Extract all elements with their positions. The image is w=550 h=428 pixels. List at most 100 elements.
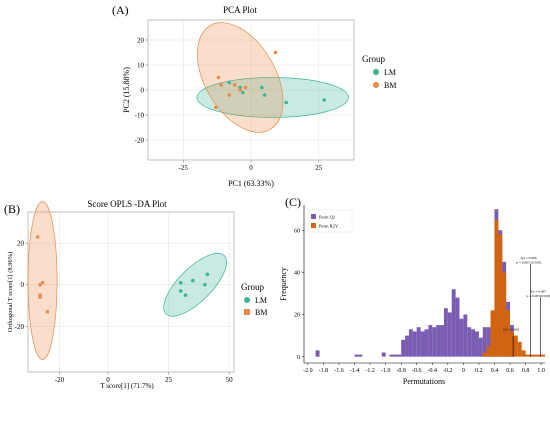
- opls-ellipses: [27, 201, 227, 360]
- perm-bar-perm-r2y: [521, 350, 526, 357]
- perm-bar-perm-q2: [389, 354, 394, 357]
- b-y-tick-label: 20: [17, 240, 25, 248]
- perm-bar-perm-q2: [478, 337, 483, 357]
- perm-y-tick-label: 60: [294, 228, 300, 234]
- perm-x-tick-label: 0.6: [506, 368, 514, 374]
- a-point-lm: [241, 90, 245, 95]
- opls-legend-bm-label: BM: [255, 308, 267, 317]
- perm-bar-perm-q2: [459, 318, 464, 357]
- b-point-lm: [178, 289, 183, 293]
- perm-x-tick-label: -1.0: [381, 368, 391, 374]
- a-x-tick-label: 0: [249, 164, 253, 172]
- perm-x-tick-label: 0.8: [522, 368, 530, 374]
- permutation-y-axis-label: Frequency: [279, 267, 288, 301]
- perm-x-tick-label: -0.4: [428, 368, 438, 374]
- perm-bar-perm-r2y: [525, 354, 530, 357]
- perm-bar-perm-q2: [436, 325, 441, 357]
- perm-bar-perm-q2: [420, 331, 425, 357]
- perm-bar-perm-q2: [451, 289, 456, 357]
- opls-y-ticks: -20 0 20: [15, 240, 28, 331]
- b-x-tick-label: 25: [165, 376, 173, 384]
- a-point-bm: [213, 105, 218, 110]
- opls-legend-lm-marker: [244, 297, 250, 303]
- panel-label-a: (A): [112, 3, 129, 17]
- perm-bar-perm-q2: [463, 314, 468, 357]
- perm-y-tick-label: 20: [294, 313, 300, 319]
- perm-annotation-text: Q2 = 0.908: [521, 256, 537, 260]
- a-y-tick-label: 0: [141, 87, 145, 95]
- b-x-tick-label: 50: [226, 376, 234, 384]
- a-x-tick-label: -25: [179, 164, 189, 172]
- a-y-tick-label: -10: [135, 112, 145, 120]
- a-point-lm: [260, 85, 264, 90]
- pca-y-axis-label: PC2 (15.88%): [122, 67, 131, 113]
- perm-bar-perm-q2: [482, 327, 487, 357]
- perm-x-tick-label: 0: [462, 368, 465, 374]
- opls-title: Score OPLS -DA Plot: [87, 199, 167, 209]
- a-y-tick-label: 20: [137, 37, 145, 45]
- perm-bar-perm-r2y: [498, 234, 503, 357]
- perm-bar-perm-r2y: [533, 354, 538, 357]
- permutation-x-ticks: -2.0 -1.8 -1.6 -1.4 -1.2 -1.0 -0.8 -0.6 -0.4 -0.2…: [303, 363, 545, 374]
- b-point-lm: [191, 278, 195, 283]
- a-ellipse-bm: [197, 22, 284, 133]
- a-point-lm: [238, 85, 242, 90]
- perm-bar-perm-q2: [412, 331, 417, 357]
- perm-bar-perm-q2: [475, 331, 479, 357]
- b-point-bm: [36, 235, 40, 239]
- perm-x-tick-label: -1.8: [319, 368, 329, 374]
- perm-bar-perm-q2: [428, 325, 433, 357]
- permutation-legend: Perm Q2 Perm R2Y: [307, 209, 353, 233]
- perm-annotation-text: Q2 = 0.636: [503, 328, 519, 332]
- perm-annotation-text: p = 0.005(0/100): [527, 294, 550, 298]
- a-point-lm: [322, 98, 326, 102]
- perm-x-tick-label: -1.2: [365, 368, 375, 374]
- perm-bar-perm-r2y: [490, 310, 495, 357]
- b-point-bm: [45, 310, 49, 314]
- a-point-bm: [232, 83, 237, 87]
- perm-bar-perm-r2y: [502, 272, 507, 357]
- perm-bar-perm-r2y: [486, 346, 491, 357]
- perm-bar-perm-q2: [416, 327, 421, 357]
- perm-bar-perm-q2: [443, 308, 448, 357]
- perm-bar-perm-r2y: [513, 335, 518, 357]
- pca-title: PCA Plot: [223, 5, 257, 15]
- perm-bar-perm-q2: [440, 325, 444, 357]
- perm-x-tick-label: 0.2: [475, 368, 483, 374]
- pca-grid: [148, 20, 354, 160]
- a-point-bm: [243, 85, 248, 90]
- a-point-lm: [262, 93, 267, 97]
- perm-bar-perm-q2: [486, 327, 491, 357]
- perm-bar-perm-q2: [424, 329, 429, 357]
- perm-annotation-text: R2 = 0.987: [530, 290, 546, 294]
- b-x-tick-label: -20: [55, 376, 65, 384]
- perm-x-tick-label: -2.0: [303, 368, 313, 374]
- b-ellipse-lm: [163, 252, 227, 317]
- pca-legend-lm-marker: [373, 69, 379, 75]
- perm-bar-perm-q2: [405, 335, 409, 357]
- permutation-legend-q2-swatch: [311, 214, 316, 219]
- b-ellipse-bm: [27, 201, 58, 360]
- a-y-tick-label: -20: [135, 137, 145, 145]
- opls-x-ticks: -20 0 25 50: [55, 372, 233, 384]
- permutation-legend-r2y-label: Perm R2Y: [319, 224, 339, 229]
- perm-x-tick-label: -1.6: [334, 368, 344, 374]
- perm-bar-perm-r2y: [541, 354, 545, 357]
- a-point-bm: [216, 75, 221, 80]
- perm-x-tick-label: 1.0: [537, 368, 545, 374]
- perm-bar-perm-r2y: [517, 341, 522, 357]
- a-point-lm: [284, 100, 289, 105]
- perm-x-tick-label: -0.2: [443, 368, 453, 374]
- a-point-lm: [227, 80, 232, 85]
- perm-bar-perm-q2: [393, 354, 398, 357]
- pca-x-axis-label: PC1 (63.33%): [228, 179, 274, 188]
- pca-ellipses: [196, 22, 349, 133]
- a-point-bm: [219, 83, 223, 87]
- perm-y-tick-label: 40: [294, 271, 300, 277]
- b-point-bm: [40, 281, 45, 285]
- b-point-lm: [203, 282, 207, 287]
- perm-bar-perm-q2: [401, 339, 406, 357]
- b-point-bm: [38, 295, 42, 299]
